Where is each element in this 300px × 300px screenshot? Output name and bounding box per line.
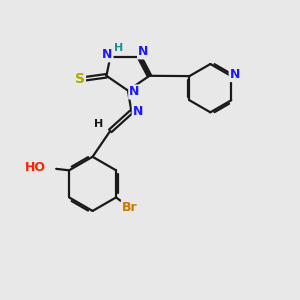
Text: N: N: [102, 48, 112, 62]
Text: H: H: [94, 119, 104, 129]
Text: S: S: [75, 72, 85, 86]
Text: N: N: [129, 85, 140, 98]
Text: HO: HO: [25, 161, 46, 174]
Text: N: N: [138, 45, 148, 58]
Text: N: N: [133, 105, 143, 118]
Text: Br: Br: [122, 201, 137, 214]
Text: N: N: [230, 68, 240, 81]
Text: H: H: [114, 43, 123, 53]
